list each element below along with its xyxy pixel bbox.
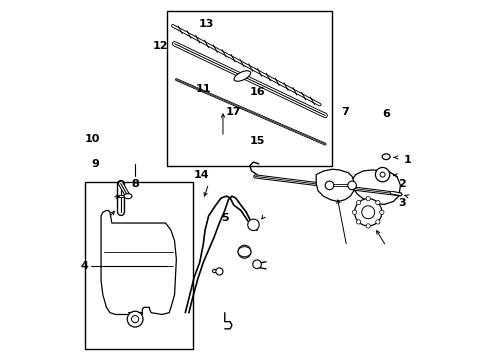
Circle shape: [238, 245, 250, 258]
Bar: [85, 182, 192, 348]
Text: 1: 1: [403, 155, 411, 165]
Text: 10: 10: [84, 134, 100, 144]
Text: 5: 5: [221, 213, 228, 222]
Polygon shape: [316, 169, 353, 202]
Text: 4: 4: [81, 261, 89, 271]
Ellipse shape: [124, 194, 132, 199]
Bar: [167, 12, 332, 166]
Circle shape: [361, 206, 374, 219]
Circle shape: [375, 201, 379, 205]
Ellipse shape: [234, 71, 250, 81]
Text: 7: 7: [340, 107, 348, 117]
Circle shape: [215, 268, 223, 275]
Text: 6: 6: [382, 109, 389, 119]
Circle shape: [247, 219, 259, 230]
Ellipse shape: [382, 154, 389, 159]
Text: 2: 2: [398, 179, 406, 189]
Circle shape: [356, 201, 360, 205]
Circle shape: [347, 181, 356, 190]
Circle shape: [379, 172, 384, 177]
Circle shape: [366, 197, 369, 201]
Circle shape: [131, 316, 139, 323]
Text: 12: 12: [152, 41, 168, 50]
Circle shape: [325, 181, 333, 190]
Text: 15: 15: [249, 136, 264, 145]
Text: 16: 16: [249, 87, 264, 97]
Polygon shape: [351, 170, 400, 204]
Circle shape: [354, 199, 381, 226]
Ellipse shape: [238, 247, 250, 257]
Text: 14: 14: [193, 170, 209, 180]
Text: 3: 3: [398, 198, 405, 208]
Circle shape: [352, 210, 356, 215]
Circle shape: [375, 167, 389, 182]
Circle shape: [375, 220, 379, 224]
Text: 17: 17: [225, 107, 241, 117]
Circle shape: [356, 220, 360, 224]
Text: 11: 11: [195, 84, 211, 94]
Circle shape: [366, 224, 369, 228]
Text: 9: 9: [92, 159, 100, 169]
Text: 13: 13: [199, 19, 214, 29]
Text: 8: 8: [131, 179, 139, 189]
Circle shape: [379, 210, 383, 215]
Polygon shape: [101, 211, 176, 315]
Circle shape: [127, 311, 142, 327]
Circle shape: [252, 260, 261, 269]
